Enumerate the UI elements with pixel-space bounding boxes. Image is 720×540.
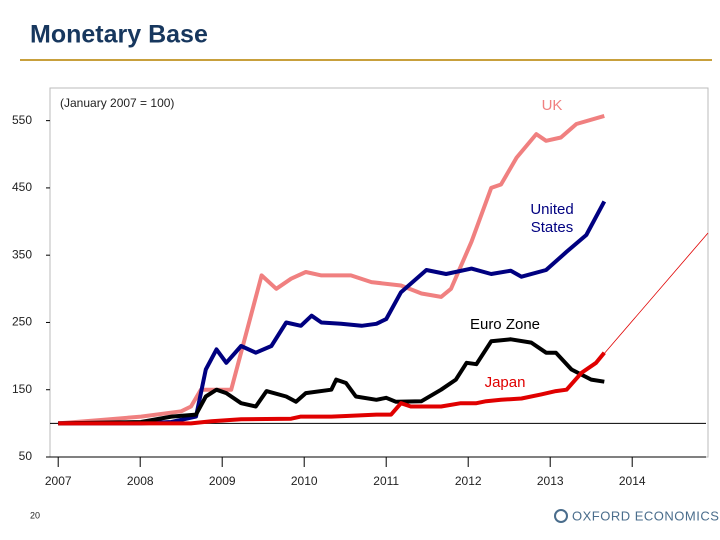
y-tick-label: 550 — [12, 113, 32, 127]
chart-subtitle: (January 2007 = 100) — [60, 96, 174, 110]
x-tick-label: 2012 — [455, 474, 482, 488]
y-tick-label: 250 — [12, 315, 32, 329]
plot-frame — [49, 87, 709, 458]
x-tick-label: 2011 — [373, 474, 399, 488]
x-tick-label: 2009 — [209, 474, 236, 488]
y-tick-label: 150 — [12, 382, 32, 396]
x-tick-label: 2013 — [537, 474, 564, 488]
logo-icon — [554, 509, 568, 523]
series-label: Japan — [484, 374, 526, 391]
x-tick-label: 2014 — [619, 474, 646, 488]
series-line — [58, 200, 607, 426]
y-tick-label: 350 — [12, 247, 32, 261]
x-tick-label: 2008 — [127, 474, 154, 488]
y-tick-label: 450 — [12, 180, 32, 194]
series-label: United States — [530, 201, 574, 236]
y-tick-label: 50 — [19, 449, 33, 463]
x-tick-label: 2007 — [45, 474, 72, 488]
series-label: Euro Zone — [469, 316, 541, 333]
logo: OXFORD ECONOMICS — [572, 508, 719, 523]
slide-title: Monetary Base — [30, 21, 208, 49]
projection-line — [602, 232, 709, 356]
series-label: UK — [541, 97, 563, 114]
series-line — [58, 113, 605, 426]
series-line — [58, 337, 605, 426]
x-tick-label: 2010 — [291, 474, 318, 488]
page-number: 20 — [30, 510, 40, 520]
series-line — [58, 351, 606, 426]
